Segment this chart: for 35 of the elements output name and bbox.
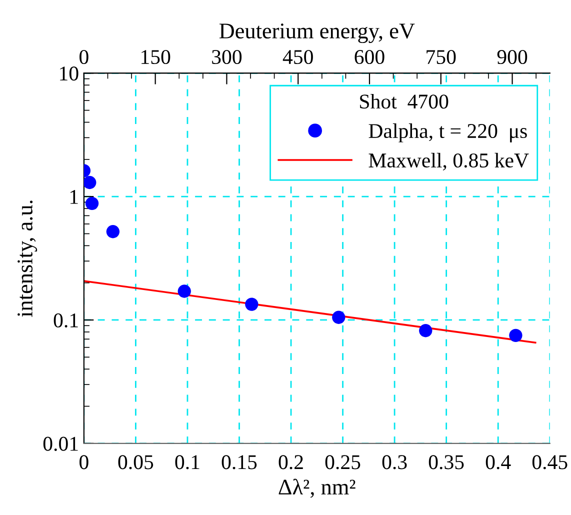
point	[509, 328, 522, 342]
legend-label: Dalpha, t = 220 μs	[368, 123, 527, 142]
x-tick-label: 0.15	[222, 455, 257, 470]
x2-tick-label: 600	[354, 50, 384, 64]
y-tick-label: 0.1	[54, 313, 78, 328]
x-tick-label: 0.05	[118, 455, 154, 470]
point	[84, 176, 96, 190]
x-tick-label: 0.45	[532, 455, 568, 470]
x-tick-label: 0.3	[382, 455, 407, 470]
x-tick-label: 0.1	[175, 455, 200, 470]
y-tick-label: 1	[70, 190, 78, 204]
y-axis-title: intensity, a.u.	[18, 200, 38, 317]
x2-tick-label: 150	[142, 50, 170, 64]
x-tick-label: 0.2	[278, 455, 303, 470]
y-tick-label: 10	[60, 66, 78, 81]
x2-tick-label: 300	[212, 50, 242, 64]
point	[85, 196, 99, 210]
x2-axis-title: Deuterium energy, eV	[219, 24, 415, 44]
point	[178, 284, 191, 298]
y-tick-label: 0.01	[43, 436, 78, 451]
point	[419, 324, 432, 338]
point	[106, 225, 120, 238]
point	[245, 298, 258, 311]
x-tick-label: 0.25	[325, 455, 360, 470]
legend-title: Shot 4700	[360, 94, 448, 109]
point	[332, 310, 346, 324]
x2-tick-label: 0	[80, 50, 88, 64]
x-axis-title: Δλ², nm²	[278, 478, 356, 498]
x2-tick-label: 450	[282, 50, 313, 64]
x2-tick-label: 900	[497, 50, 528, 64]
x-tick-label: 0.35	[428, 455, 464, 470]
x-tick-label: 0.4	[486, 455, 511, 470]
x-tick-label: 0	[80, 455, 88, 470]
legend-label: Maxwell, 0.85 keV	[368, 152, 529, 171]
x2-tick-label: 750	[426, 50, 456, 64]
